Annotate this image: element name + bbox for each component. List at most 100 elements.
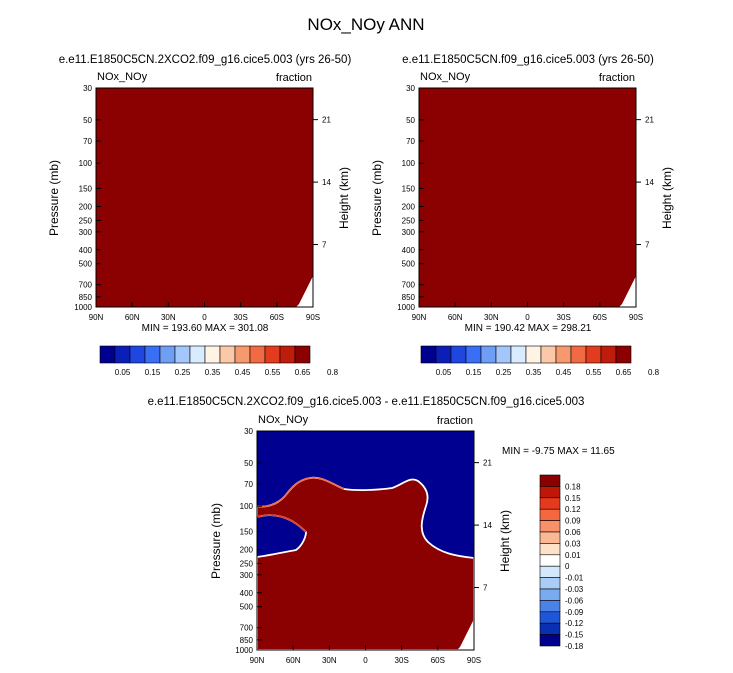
y-tick-label: 100 — [240, 502, 254, 511]
panel-difference: e.e11.E1850C5CN.2XCO2.f09_g16.cice5.003 … — [148, 396, 616, 665]
colorbar-swatch — [129, 345, 146, 364]
page-title: NOx_NOy ANN — [307, 15, 424, 34]
y-right-tick-label: 21 — [483, 459, 492, 468]
colorbar: 0.05 0.15 0.25 0.35 0.45 0.55 0.65 0.8 — [99, 345, 339, 377]
y-tick-label: 400 — [402, 246, 416, 255]
colorbar-label: -0.18 — [565, 642, 584, 651]
x-tick-label: 90N — [412, 313, 427, 322]
y-tick-label: 850 — [402, 293, 416, 302]
colorbar-label: 0.55 — [265, 368, 281, 377]
y-tick-label: 850 — [240, 636, 254, 645]
y-tick-label: 250 — [240, 559, 254, 568]
colorbar-label: -0.09 — [565, 608, 584, 617]
x-tick-label: 30S — [234, 313, 248, 322]
colorbar-label: -0.06 — [565, 596, 584, 605]
y-tick-label: 300 — [79, 228, 93, 237]
colorbar-label: 0.35 — [205, 368, 221, 377]
colorbar-label: 0.03 — [565, 539, 581, 548]
panel-title: e.e11.E1850C5CN.2XCO2.f09_g16.cice5.003 … — [59, 54, 352, 66]
colorbar-label: 0.65 — [616, 368, 632, 377]
colorbar-label: -0.01 — [565, 574, 584, 583]
stats-label: MIN = 193.60 MAX = 301.08 — [142, 323, 269, 334]
variable-label: NOx_NOy — [420, 71, 471, 83]
colorbar-swatch — [480, 345, 497, 364]
x-tick-label: 90S — [629, 313, 643, 322]
y-tick-label: 150 — [402, 185, 416, 194]
boundary-fringe — [257, 476, 345, 508]
colorbar-swatch — [539, 486, 561, 499]
colorbar-swatch — [539, 622, 561, 635]
panel-top-right: e.e11.E1850C5CN.f09_g16.cice5.003 (yrs 2… — [370, 54, 674, 377]
axes: 3050701001502002503004005007008501000211… — [74, 84, 331, 322]
colorbar-swatch — [510, 345, 527, 364]
colorbar-swatch — [539, 554, 561, 567]
colorbar-label: 0.15 — [466, 368, 482, 377]
colorbar-swatch — [204, 345, 221, 364]
colorbar-label: 0.45 — [235, 368, 251, 377]
colorbar-label: 0.05 — [115, 368, 131, 377]
y-right-tick-label: 7 — [322, 241, 327, 250]
panel-top-left: e.e11.E1850C5CN.2XCO2.f09_g16.cice5.003 … — [47, 54, 351, 377]
y-tick-label: 850 — [79, 293, 93, 302]
colorbar-label: 0.25 — [496, 368, 512, 377]
x-tick-label: 60S — [593, 313, 607, 322]
y-tick-label: 30 — [83, 84, 92, 93]
x-tick-label: 60S — [270, 313, 284, 322]
colorbar-label: 0.06 — [565, 528, 581, 537]
colorbar-swatch — [539, 565, 561, 578]
colorbar-swatch — [465, 345, 482, 364]
x-tick-label: 30N — [484, 313, 499, 322]
colorbar-label: 0.8 — [648, 368, 660, 377]
colorbar-swatch — [174, 345, 191, 364]
x-tick-label: 30S — [557, 313, 571, 322]
colorbar: 0.05 0.15 0.25 0.35 0.45 0.55 0.65 0.8 — [420, 345, 660, 377]
y-tick-label: 250 — [402, 216, 416, 225]
y-tick-label: 100 — [79, 159, 93, 168]
colorbar-swatch — [539, 497, 561, 510]
colorbar-label: 0.8 — [327, 368, 339, 377]
colorbar-swatch — [615, 345, 632, 364]
colorbar-swatch — [539, 543, 561, 556]
colorbar-label: 0.25 — [175, 368, 191, 377]
boundary-fringe — [257, 514, 307, 533]
y-right-tick-label: 21 — [322, 116, 331, 125]
colorbar-swatch — [495, 345, 512, 364]
colorbar-swatch — [555, 345, 572, 364]
colorbar-label: 0 — [565, 562, 570, 571]
y-right-tick-label: 7 — [645, 241, 650, 250]
colorbar-swatch — [539, 611, 561, 624]
ylabel: Pressure (mb) — [209, 503, 223, 579]
colorbar-swatch — [264, 345, 281, 364]
missing-data-notch — [296, 276, 313, 307]
colorbar-swatch — [539, 531, 561, 544]
ylabel-right: Height (km) — [498, 510, 512, 572]
y-tick-label: 700 — [79, 281, 93, 290]
y-right-tick-label: 7 — [483, 584, 488, 593]
x-tick-label: 90S — [467, 656, 481, 665]
colorbar-label: -0.15 — [565, 631, 584, 640]
colorbar-swatch — [435, 345, 452, 364]
y-right-tick-label: 21 — [645, 116, 654, 125]
colorbar-swatch — [539, 588, 561, 601]
colorbar-swatch — [99, 345, 116, 364]
y-tick-label: 500 — [402, 260, 416, 269]
y-tick-label: 30 — [244, 427, 253, 436]
ylabel: Pressure (mb) — [47, 160, 61, 236]
colorbar-swatch — [539, 600, 561, 613]
y-tick-label: 200 — [240, 545, 254, 554]
colorbar-swatch — [539, 508, 561, 521]
y-right-tick-label: 14 — [483, 521, 492, 530]
colorbar-label: 0.05 — [436, 368, 452, 377]
x-tick-label: 30S — [395, 656, 409, 665]
axes: 3050701001502002503004005007008501000211… — [235, 427, 492, 665]
y-tick-label: 250 — [79, 216, 93, 225]
colorbar-swatch — [539, 474, 561, 487]
y-tick-label: 1000 — [397, 303, 415, 312]
y-tick-label: 30 — [406, 84, 415, 93]
units-label: fraction — [437, 415, 473, 427]
x-tick-label: 60N — [125, 313, 140, 322]
y-tick-label: 500 — [79, 260, 93, 269]
colorbar-label: 0.18 — [565, 482, 581, 491]
units-label: fraction — [276, 72, 312, 84]
x-tick-label: 60N — [448, 313, 463, 322]
